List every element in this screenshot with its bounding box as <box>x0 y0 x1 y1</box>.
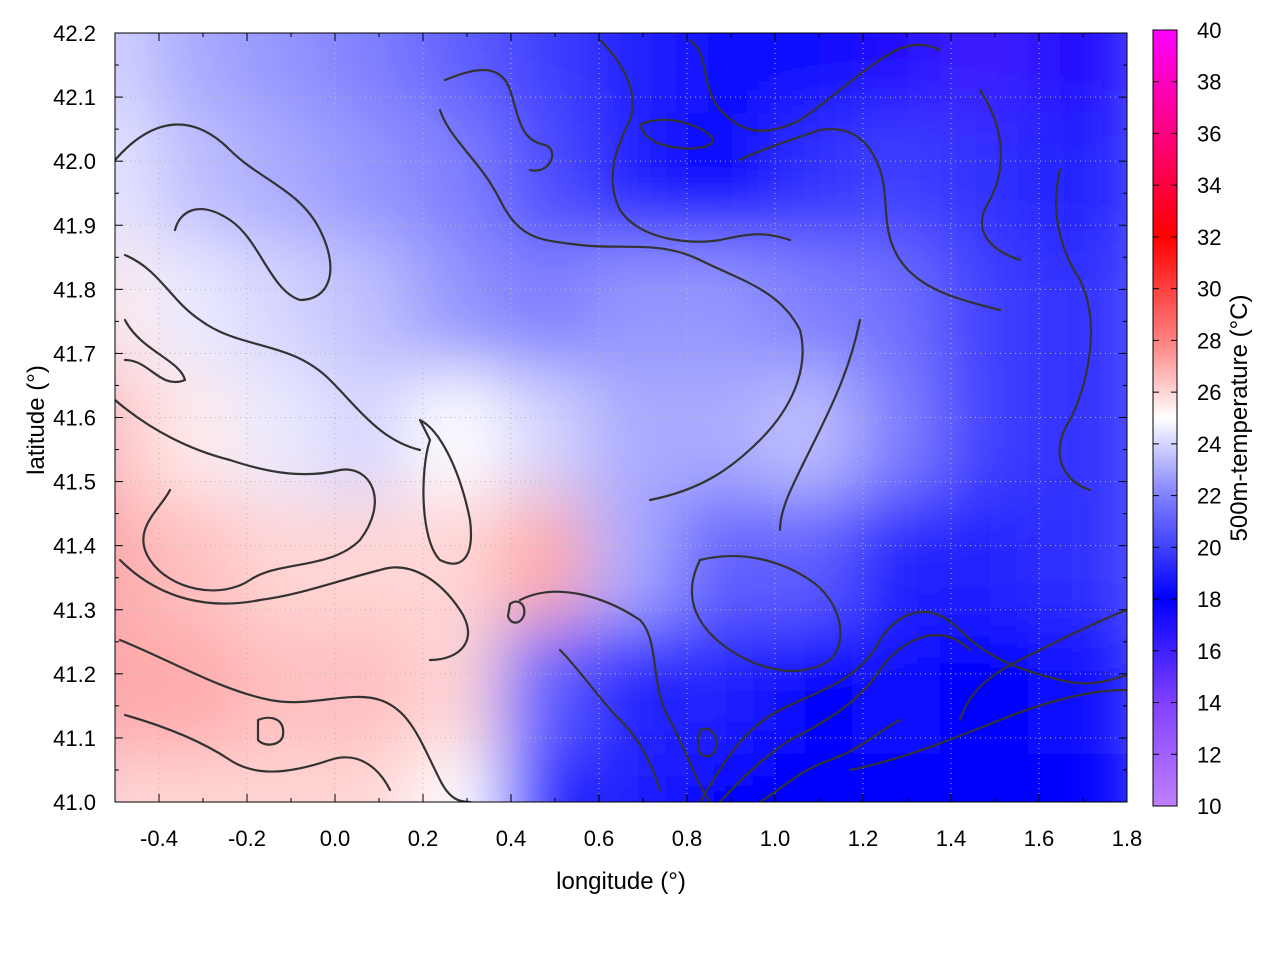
contour-line <box>1054 168 1093 492</box>
y-tick-label: 42.2 <box>53 21 96 46</box>
colorbar-title: 500m-temperature (°C) <box>1226 294 1253 541</box>
x-tick-label: -0.2 <box>228 826 266 851</box>
colorbar-tick-label: 30 <box>1197 277 1221 302</box>
x-tick-label: 0.0 <box>320 826 351 851</box>
y-tick-label: 41.3 <box>53 598 96 623</box>
contour-lines <box>115 38 1127 802</box>
x-tick-label: 0.2 <box>408 826 439 851</box>
colorbar-tick-label: 16 <box>1197 639 1221 664</box>
colorbar-tick-label: 24 <box>1197 432 1221 457</box>
x-tick-label: 0.6 <box>584 826 615 851</box>
colorbar-tick-label: 28 <box>1197 328 1221 353</box>
contour-line <box>958 608 1127 722</box>
x-tick-label: 1.6 <box>1024 826 1055 851</box>
contour-line <box>418 418 473 565</box>
x-axis-title: longitude (°) <box>556 868 686 895</box>
colorbar-tick-label: 18 <box>1197 587 1221 612</box>
x-tick-label: 1.2 <box>848 826 879 851</box>
contour-line <box>638 118 714 150</box>
colorbar-tick-label: 22 <box>1197 484 1221 509</box>
contour-line <box>123 713 392 792</box>
contour-line <box>758 718 902 802</box>
y-tick-label: 41.6 <box>53 406 96 431</box>
y-axis-title: latitude (°) <box>23 365 50 475</box>
contour-line <box>115 123 332 302</box>
x-tick-label: 1.8 <box>1112 826 1143 851</box>
contour-line <box>696 727 718 758</box>
heatmap-cell <box>1028 33 1127 114</box>
heatmap-layer <box>115 33 1127 802</box>
y-tick-label: 41.8 <box>53 277 96 302</box>
colorbar-tick-label: 10 <box>1197 794 1221 819</box>
contour-line <box>123 318 187 383</box>
y-tick-label: 42.0 <box>53 149 96 174</box>
contour-line <box>443 68 554 172</box>
contour-line <box>718 634 972 802</box>
colorbar-tick-label: 12 <box>1197 742 1221 767</box>
contour-line <box>123 253 422 452</box>
contour-line <box>118 638 472 802</box>
colorbar-tick-label: 40 <box>1197 18 1221 43</box>
y-tick-label: 41.0 <box>53 790 96 815</box>
contour-line <box>690 554 842 672</box>
contour-line <box>738 127 1002 312</box>
contour-line <box>558 648 662 792</box>
colorbar-tick-label: 32 <box>1197 225 1221 250</box>
y-tick-label: 41.4 <box>53 534 96 559</box>
contour-line <box>688 38 942 132</box>
colorbar-tick-label: 26 <box>1197 380 1221 405</box>
contour-line <box>778 318 862 532</box>
colorbar-tick-label: 38 <box>1197 70 1221 95</box>
contour-line <box>115 398 376 592</box>
y-tick-label: 42.1 <box>53 85 96 110</box>
x-tick-label: 0.4 <box>496 826 527 851</box>
contour-line <box>518 590 712 802</box>
colorbar-tick-label: 36 <box>1197 121 1221 146</box>
contour-line <box>118 558 470 662</box>
y-tick-label: 41.9 <box>53 213 96 238</box>
y-tick-label: 41.1 <box>53 726 96 751</box>
colorbar-tick-label: 14 <box>1197 691 1221 716</box>
axis-layer: -0.4 -0.2 0.0 0.2 0.4 0.6 0.8 1.0 1.2 1.4 1.6 1.8 41… <box>53 21 1142 851</box>
x-tick-label: 1.0 <box>760 826 791 851</box>
x-tick-label: 0.8 <box>672 826 703 851</box>
contour-line <box>256 716 285 746</box>
colorbar-tick-label: 34 <box>1197 173 1221 198</box>
y-tick-label: 41.2 <box>53 662 96 687</box>
y-tick-label: 41.5 <box>53 470 96 495</box>
contour-line <box>848 688 1127 772</box>
colorbar-axis: 10 12 14 16 18 20 22 24 26 28 30 32 34 36 38 40 <box>1153 18 1221 819</box>
contour-line <box>698 610 1127 802</box>
colorbar <box>1152 29 1178 807</box>
contour-line <box>438 108 804 502</box>
x-tick-label: 1.4 <box>936 826 967 851</box>
x-tick-label: -0.4 <box>140 826 178 851</box>
contour-line <box>978 88 1022 262</box>
colorbar-tick-label: 20 <box>1197 535 1221 560</box>
y-tick-label: 41.7 <box>53 341 96 366</box>
contour-line <box>598 38 792 243</box>
contour-line <box>506 600 526 624</box>
